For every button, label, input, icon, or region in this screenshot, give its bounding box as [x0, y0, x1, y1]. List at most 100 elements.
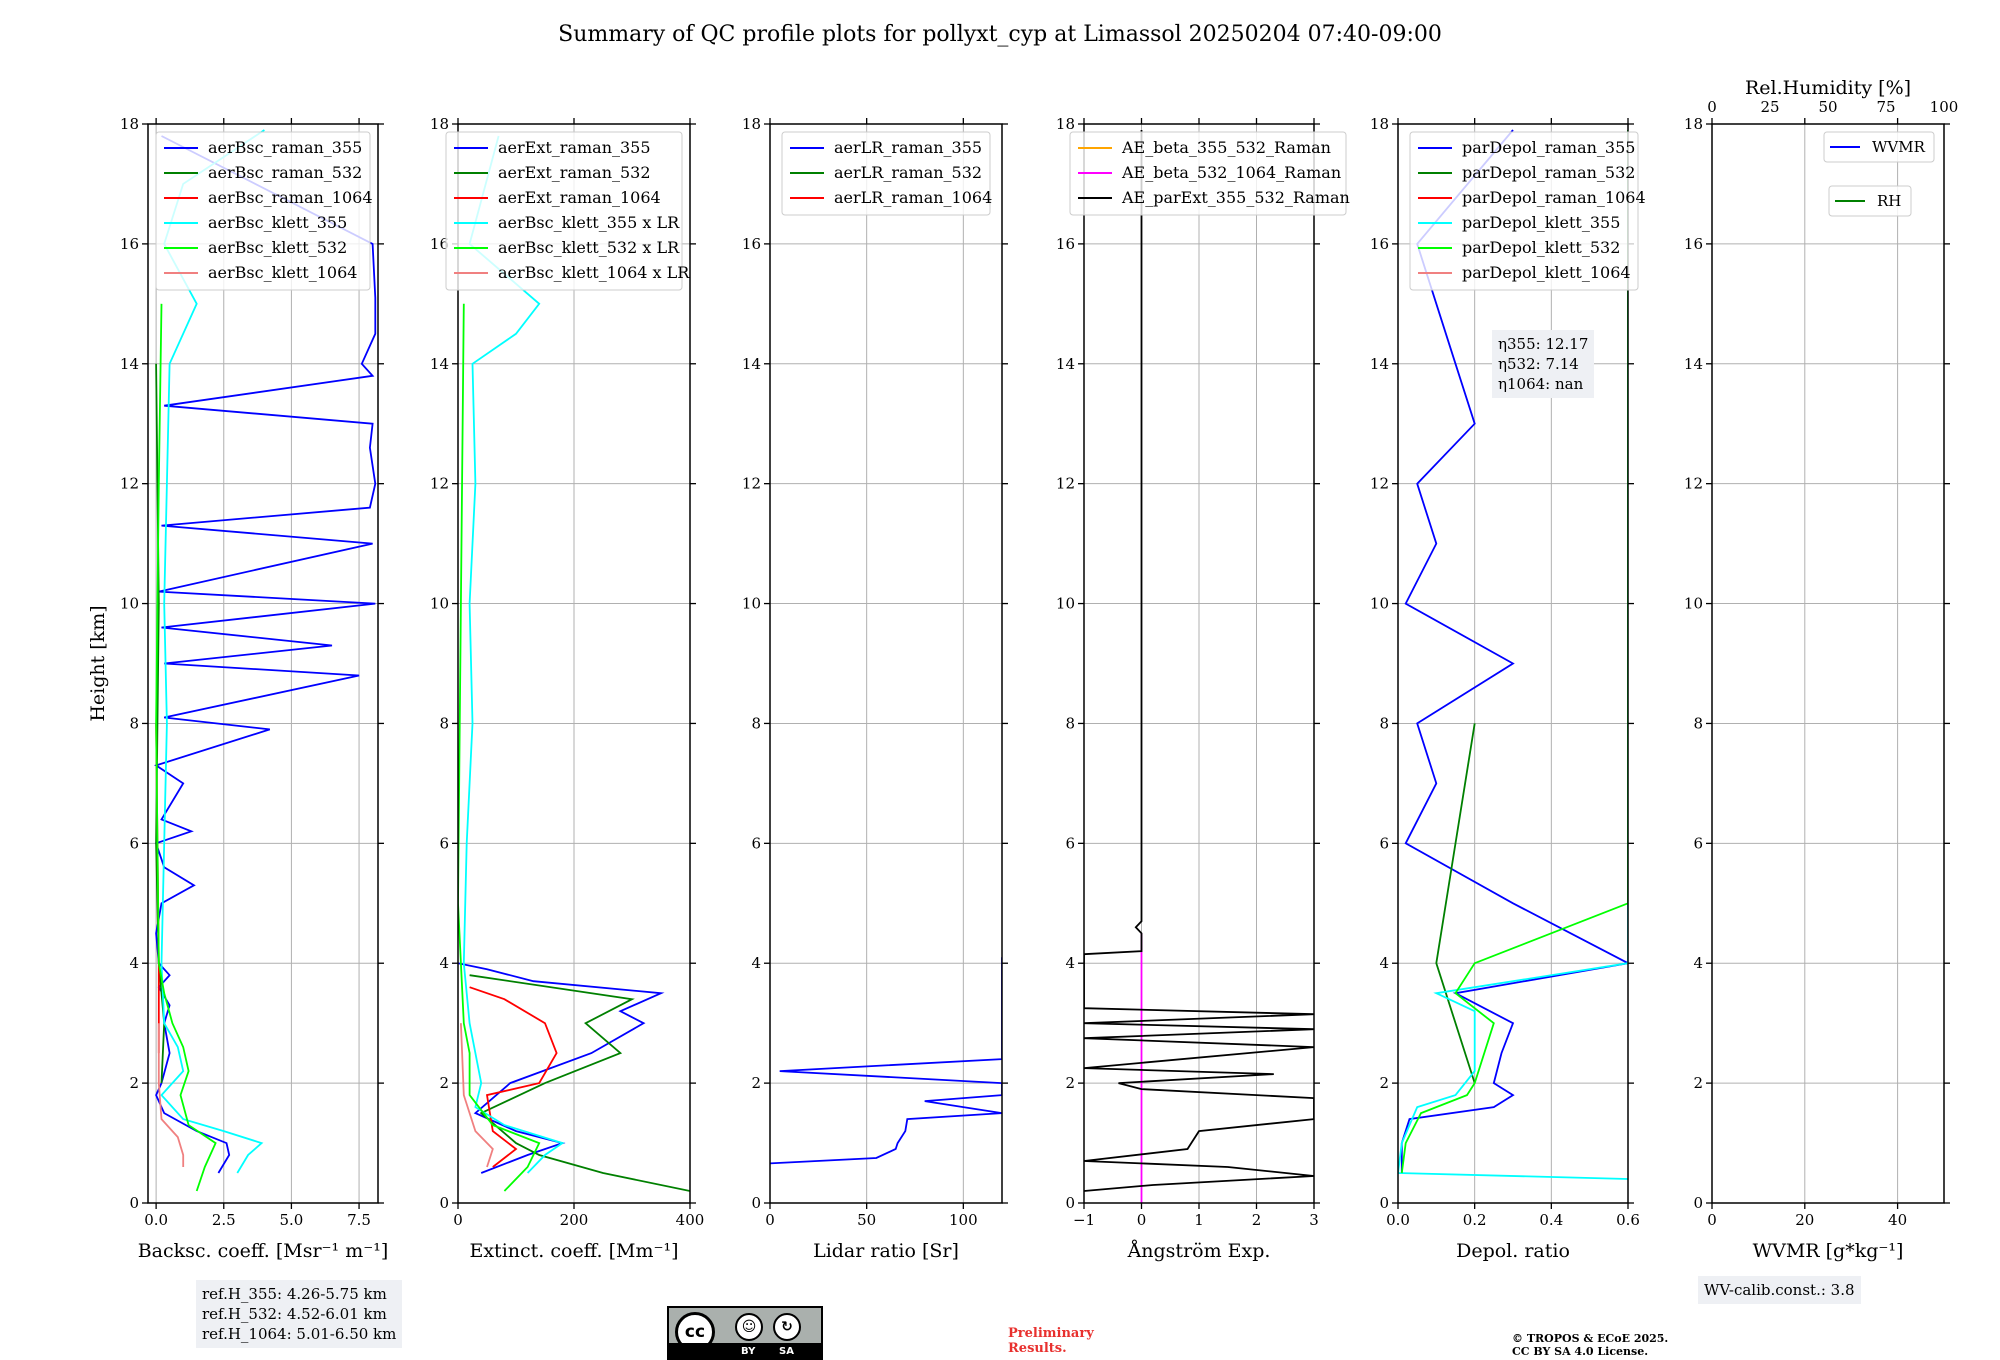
y-tick-label: 14: [742, 355, 761, 373]
y-tick-label: 6: [129, 834, 139, 852]
series-aerbsc-klett-355: [160, 129, 265, 1174]
series-group: [1398, 129, 1628, 1180]
y-tick-label: 10: [1370, 595, 1389, 613]
person-icon: ☺: [735, 1313, 763, 1341]
y-tick-label: 4: [1693, 954, 1703, 972]
x2-tick-label: 25: [1760, 98, 1779, 116]
series-aerbsc-klett-532-x-lr: [458, 303, 541, 1192]
series-aerlr-raman-355: [770, 957, 1002, 1165]
legend-label: aerBsc_klett_532 x LR: [498, 238, 680, 257]
y-tick-label: 12: [742, 475, 761, 493]
y-tick-label: 16: [1056, 235, 1075, 253]
y-tick-label: 6: [1379, 834, 1389, 852]
y-tick-label: 8: [1379, 714, 1389, 732]
y-tick-label: 4: [751, 954, 761, 972]
series-aerbsc-raman-355: [154, 135, 377, 1174]
y-tick-label: 12: [1056, 475, 1075, 493]
preliminary-line-1: Preliminary: [1008, 1326, 1094, 1341]
y-tick-label: 6: [439, 834, 449, 852]
legend-box: [1069, 131, 1347, 216]
reference-heights-box: ref.H_355: 4.26-5.75 km ref.H_532: 4.52-6…: [196, 1280, 403, 1348]
y-tick-label: 18: [1684, 115, 1703, 133]
y-tick-label: 14: [120, 355, 139, 373]
eta-1064: η1064: nan: [1498, 375, 1584, 393]
axes-frame: [1711, 123, 1945, 1204]
y-tick-label: 12: [120, 475, 139, 493]
x-tick-label: 1: [1194, 1211, 1204, 1229]
x-tick-label: 2.5: [212, 1211, 236, 1229]
y-tick-label: 4: [1065, 954, 1075, 972]
axes-frame: [147, 123, 379, 1204]
x-axis-label: Lidar ratio [Sr]: [813, 1240, 959, 1262]
x-tick-label: 0: [1707, 1211, 1717, 1229]
y-tick-label: 14: [430, 355, 449, 373]
eta-355: η355: 12.17: [1498, 335, 1589, 353]
legend-label: parDepol_raman_1064: [1462, 188, 1646, 207]
y-tick-label: 12: [430, 475, 449, 493]
x-axis-label: Ångström Exp.: [1127, 1240, 1271, 1262]
y-tick-label: 16: [120, 235, 139, 253]
x-tick-label: 0.0: [144, 1211, 168, 1229]
legend-label: parDepol_klett_532: [1462, 238, 1620, 257]
series-group: [154, 129, 377, 1192]
wv-calib-box: WV-calib.const.: 3.8: [1698, 1276, 1861, 1304]
y-tick-label: 14: [1056, 355, 1075, 373]
legend-box: [1828, 185, 1912, 217]
x-tick-label: 3: [1309, 1211, 1319, 1229]
legend-box: [445, 131, 683, 291]
y-tick-label: 18: [742, 115, 761, 133]
y-tick-label: 10: [120, 595, 139, 613]
series-group: [1084, 130, 1314, 1203]
x-tick-label: 0: [765, 1211, 775, 1229]
share-alike-icon: ↻: [773, 1313, 801, 1341]
figure-title: Summary of QC profile plots for pollyxt_…: [558, 22, 1442, 47]
series-ae-parext-355-532-raman: [1084, 130, 1314, 1192]
x-tick-label: 0.6: [1616, 1211, 1640, 1229]
y-tick-label: 2: [1379, 1074, 1389, 1092]
series-aerext-raman-1064: [469, 986, 558, 1168]
x-tick-label: −1: [1073, 1211, 1095, 1229]
badge-sa-label: SA: [779, 1346, 794, 1357]
legend-label: aerBsc_raman_532: [208, 163, 362, 182]
y-tick-label: 18: [1056, 115, 1075, 133]
x-tick-label: 20: [1795, 1211, 1814, 1229]
y-tick-label: 10: [1684, 595, 1703, 613]
y-tick-label: 16: [742, 235, 761, 253]
legend-label: aerBsc_klett_355: [208, 213, 347, 232]
x2-tick-label: 0: [1707, 98, 1717, 116]
y-tick-label: 4: [129, 954, 139, 972]
y-tick-label: 16: [1684, 235, 1703, 253]
y-tick-label: 8: [129, 714, 139, 732]
legend-label: parDepol_raman_355: [1462, 138, 1635, 157]
y-tick-label: 12: [1684, 475, 1703, 493]
series-aerbsc-klett-532: [155, 303, 217, 1192]
legend-label: aerLR_raman_532: [834, 163, 982, 182]
y-tick-label: 16: [430, 235, 449, 253]
legend-label: parDepol_klett_1064: [1462, 263, 1631, 282]
panel-1: 0 2 4 6 8 10 12 14 16 18 0.0 2.5 5.0 7.5 Backsc. coeff…: [120, 115, 388, 1262]
y-tick-label: 12: [1370, 475, 1389, 493]
y-tick-label: 4: [439, 954, 449, 972]
y-tick-label: 8: [439, 714, 449, 732]
x-tick-label: 100: [949, 1211, 978, 1229]
legend-box: [155, 131, 371, 291]
y-tick-label: 0: [1693, 1194, 1703, 1212]
series-pardepol-klett-532: [1400, 130, 1628, 1174]
y-tick-label: 14: [1370, 355, 1389, 373]
badge-bar: [669, 1343, 821, 1358]
y-tick-label: 2: [751, 1074, 761, 1092]
x-tick-label: 200: [560, 1211, 589, 1229]
legend-label: parDepol_raman_532: [1462, 163, 1635, 182]
series-pardepol-raman-355: [1400, 129, 1628, 1173]
y-tick-label: 18: [430, 115, 449, 133]
y-tick-label: 0: [1065, 1194, 1075, 1212]
series-aerext-raman-532: [469, 974, 690, 1192]
legend-label: aerBsc_klett_532: [208, 238, 347, 257]
legend-label: parDepol_klett_355: [1462, 213, 1620, 232]
x-tick-label: 0: [1137, 1211, 1147, 1229]
legend-label: RH: [1877, 192, 1901, 210]
ref-height-355: ref.H_355: 4.26-5.75 km: [202, 1285, 387, 1303]
x-tick-label: 40: [1888, 1211, 1907, 1229]
